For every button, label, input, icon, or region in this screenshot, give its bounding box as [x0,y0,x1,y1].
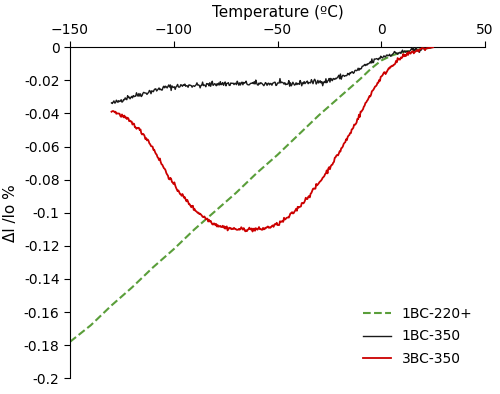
1BC-220+ [170,247,177,251]
3BC-350 [236,227,242,231]
1BC-220+ [368,67,374,71]
Y-axis label: Δl /lo %: Δl /lo % [4,184,18,242]
1BC-220+ [430,45,436,50]
3BC-350 [342,141,347,145]
Line: 1BC-220+: 1BC-220+ [70,47,433,342]
1BC-350 [430,45,436,50]
1BC-220+ [388,53,394,58]
1BC-350 [343,73,349,78]
3BC-350 [147,142,153,147]
1BC-220+ [420,46,426,51]
3BC-350 [108,110,114,114]
1BC-350 [148,91,154,96]
1BC-220+ [78,331,84,336]
1BC-350 [236,80,242,85]
Line: 1BC-350: 1BC-350 [112,46,433,104]
1BC-220+ [399,50,405,55]
Legend: 1BC-220+, 1BC-350, 3BC-350: 1BC-220+, 1BC-350, 3BC-350 [358,301,478,371]
1BC-350 [214,81,220,86]
1BC-220+ [295,133,301,138]
1BC-220+ [192,227,198,232]
3BC-350 [250,229,256,234]
1BC-220+ [316,113,322,117]
Line: 3BC-350: 3BC-350 [112,47,433,232]
1BC-350 [110,101,116,106]
1BC-220+ [108,303,114,308]
1BC-220+ [378,58,384,63]
1BC-220+ [67,340,73,344]
X-axis label: Temperature (ºC): Temperature (ºC) [212,5,344,20]
1BC-350 [312,77,318,82]
1BC-220+ [150,265,156,270]
1BC-220+ [212,209,218,214]
1BC-350 [342,74,347,79]
3BC-350 [430,45,436,50]
1BC-220+ [88,323,94,328]
1BC-220+ [337,95,343,99]
1BC-350 [108,100,114,105]
3BC-350 [214,222,220,227]
1BC-220+ [129,285,135,290]
1BC-220+ [358,76,364,81]
1BC-220+ [410,48,416,53]
1BC-220+ [98,313,104,318]
1BC-350 [420,44,426,49]
3BC-350 [312,186,318,191]
3BC-350 [343,137,349,142]
1BC-220+ [233,191,239,195]
1BC-220+ [274,152,280,157]
1BC-220+ [254,171,260,175]
